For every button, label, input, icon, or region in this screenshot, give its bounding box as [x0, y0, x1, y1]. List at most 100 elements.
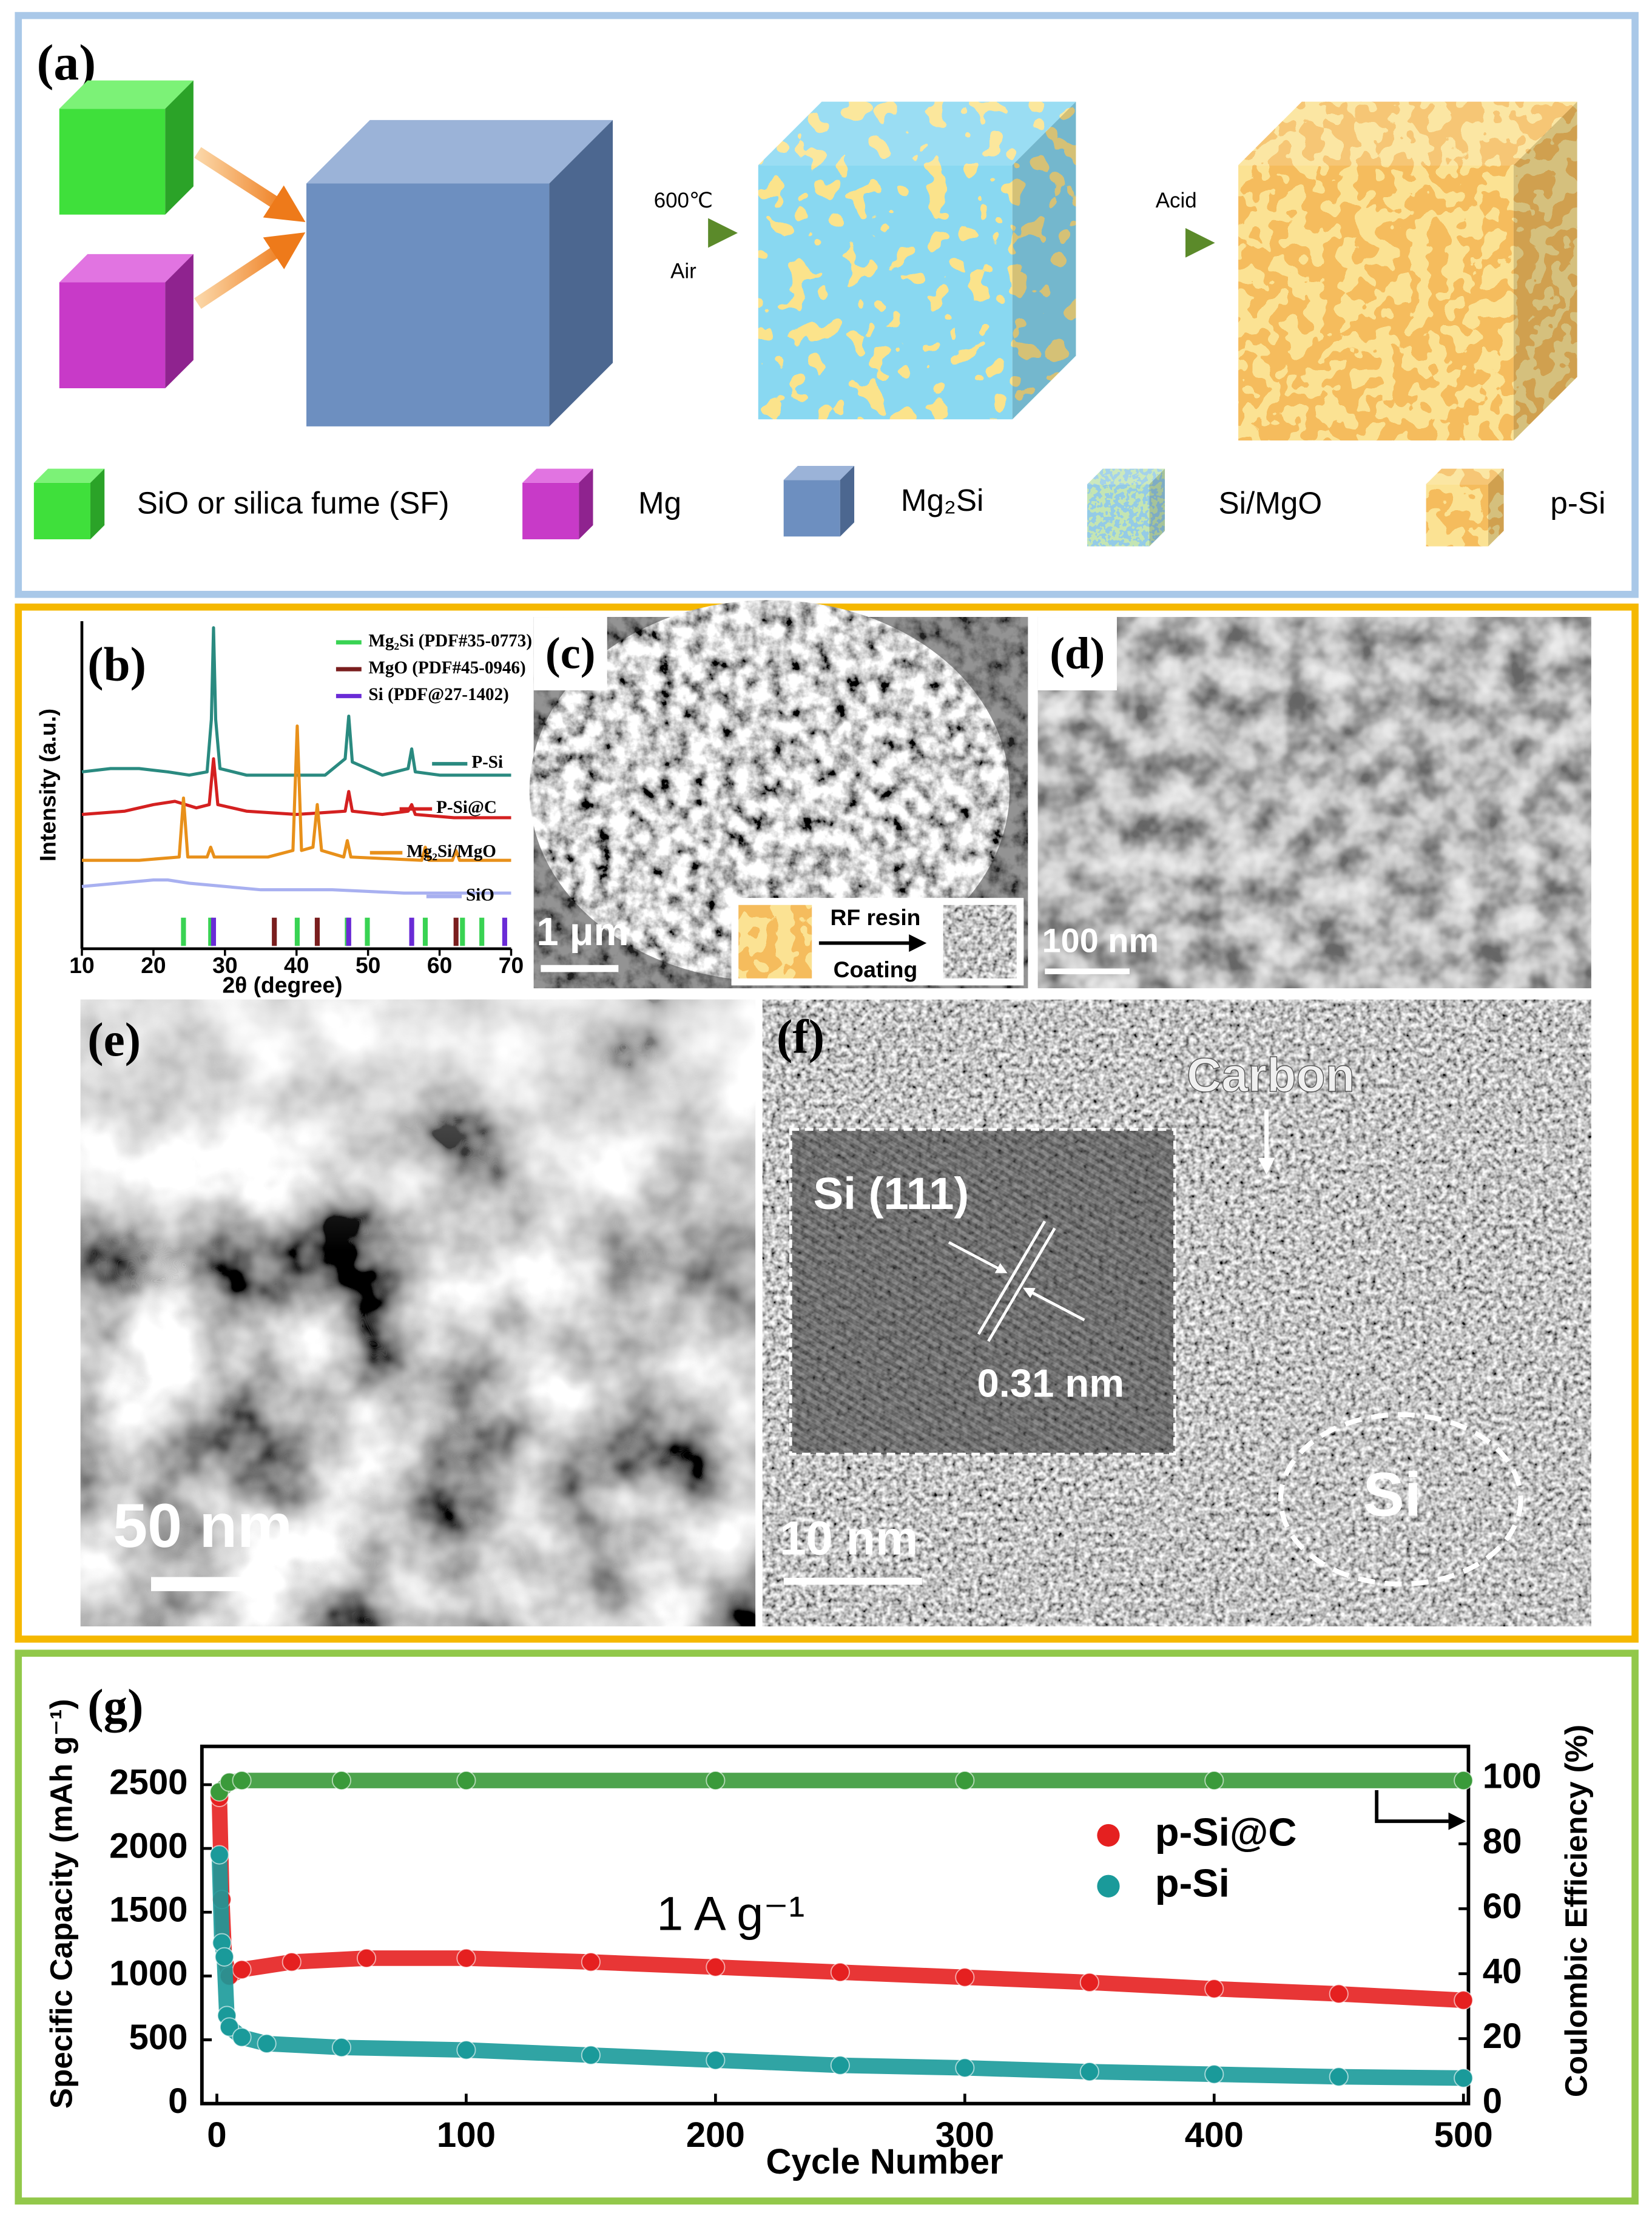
cube-face	[579, 468, 593, 540]
cube	[1087, 468, 1165, 547]
inset-cube	[943, 904, 1017, 979]
cube-face	[1238, 101, 1577, 166]
cube-shade	[165, 80, 194, 215]
y-tick-label: 1000	[109, 1954, 187, 1993]
data-point	[257, 2033, 277, 2053]
charts: 10 20 30 40 50 60 70 2θ (degree) Intensity (a.u.…	[35, 621, 1594, 2181]
curve-label: P-Si	[471, 753, 503, 772]
legend-label: p-Si@C	[1155, 1810, 1297, 1854]
data-point	[1329, 2067, 1349, 2087]
cube-face	[306, 183, 550, 426]
cube-face	[1488, 468, 1504, 547]
cube-shade	[90, 468, 105, 540]
label-box	[1037, 617, 1117, 691]
cube	[783, 466, 855, 537]
cube-face	[1426, 484, 1489, 547]
cube-face	[1087, 468, 1165, 485]
scale-bar-label: 1 μm	[536, 909, 629, 954]
annotation: 0.31 nm	[977, 1361, 1125, 1406]
cube-shade	[549, 120, 613, 426]
data-point	[209, 1845, 229, 1865]
cube-face	[1238, 165, 1514, 441]
arrow	[194, 147, 306, 223]
cube-face	[840, 466, 855, 537]
cube-face	[758, 101, 1076, 166]
annotation: Carbon	[1187, 1048, 1355, 1102]
arrow	[194, 232, 306, 309]
y-tick-label: 2500	[109, 1762, 187, 1802]
data-point	[955, 1967, 975, 1987]
legend-label: p-Si	[1155, 1861, 1230, 1905]
micrograph	[1037, 617, 1591, 989]
y2-tick-label: 100	[1483, 1757, 1542, 1796]
cube-face	[59, 80, 194, 109]
legend-label: Mg	[638, 486, 681, 520]
cube-face	[522, 468, 593, 483]
cube-shade	[1149, 468, 1165, 547]
cube-face	[1087, 484, 1150, 547]
micrograph-shade	[80, 999, 756, 1627]
cube-shade	[579, 468, 593, 540]
panel-c: (c) 1 μm RF resin Coating	[529, 600, 1028, 989]
annotation: Si (111)	[814, 1168, 969, 1219]
panel-label: (a)	[37, 35, 96, 91]
cube	[1238, 101, 1577, 441]
cube-shade	[33, 468, 105, 483]
x-tick-label: 200	[686, 2115, 745, 2155]
legend-label: Mg₂Si (PDF#35-0773)	[368, 632, 532, 651]
data-point	[214, 1947, 234, 1967]
x-tick-label: 500	[1434, 2115, 1493, 2155]
cube	[522, 468, 593, 540]
cube-shade	[1012, 101, 1076, 420]
cube-face	[1426, 468, 1504, 485]
x-tick-label: 70	[499, 952, 524, 978]
data-point	[581, 1952, 601, 1972]
data-point	[1204, 1770, 1224, 1791]
x-axis-title: 2θ (degree)	[222, 972, 342, 998]
scale-bar-label: 50 nm	[113, 1490, 292, 1560]
axis-pointer	[1375, 1790, 1466, 1830]
curve-label: P-Si@C	[436, 798, 497, 817]
x-tick-label: 300	[936, 2115, 994, 2155]
data-point	[1204, 1979, 1224, 1999]
data-point	[282, 1952, 302, 1972]
particle	[529, 600, 1010, 982]
plot-frame	[200, 1744, 1471, 2106]
cube-face	[549, 120, 613, 426]
cube-shade	[1426, 468, 1504, 485]
annotation: 1 A g⁻¹	[656, 1886, 804, 1940]
xrd-curve	[81, 878, 511, 895]
condition-label: Acid	[1156, 189, 1197, 212]
cube-face	[522, 482, 579, 540]
fringe-line	[987, 1227, 1056, 1342]
inset-cube	[738, 904, 812, 979]
panel-label: (b)	[87, 638, 146, 691]
curve-label: SiO	[466, 885, 494, 904]
cube-face	[165, 80, 194, 215]
panel-label: (c)	[545, 629, 596, 679]
cube	[59, 254, 194, 388]
x-tick-label: 400	[1185, 2115, 1244, 2155]
data-point	[706, 1770, 726, 1791]
cube-face	[1012, 101, 1076, 420]
legend-marker	[1097, 1824, 1120, 1847]
xrd-curve	[81, 757, 511, 820]
legend-label: p-Si	[1550, 486, 1605, 520]
data-point	[232, 1770, 252, 1791]
cube-shade	[522, 468, 593, 483]
y2-tick-label: 80	[1483, 1822, 1522, 1861]
panel-label: (e)	[87, 1013, 141, 1066]
legend-label: MgO (PDF#45-0946)	[368, 658, 525, 678]
y2-tick-label: 20	[1483, 2016, 1522, 2056]
cube-shade	[1238, 101, 1577, 166]
data-point	[955, 1770, 975, 1791]
data-point	[232, 1959, 252, 1979]
cube	[758, 101, 1076, 420]
cube-shade	[783, 466, 855, 480]
panel-label: (g)	[87, 1680, 143, 1733]
panel-f: (f) Carbon Si (111) 0.31 nm 10 nm Si	[762, 999, 1591, 1627]
y-axis-title: Intensity (a.u.)	[35, 709, 60, 861]
data-point	[356, 1948, 377, 1968]
cube	[306, 120, 613, 426]
cube	[33, 468, 105, 540]
